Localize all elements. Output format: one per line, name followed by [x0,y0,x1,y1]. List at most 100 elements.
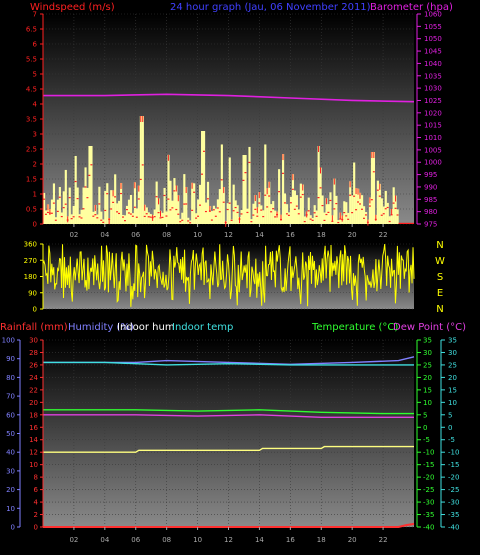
dewpoint-tick-label: 15 [448,386,457,394]
gust-bar [185,186,188,224]
indoor-temp-label: Indoor temp [172,322,233,333]
wind-tick-label: 6 [33,41,38,49]
temperature-tick-label: 15 [423,386,432,394]
humidity-line [43,356,415,366]
gust-bar [157,198,160,224]
rainfall-tick-label: 20 [29,399,38,407]
gust-bar [260,205,263,224]
temperature-tick-label: -10 [423,449,434,457]
rainfall-tick-label: 16 [29,424,38,432]
gust-bar [181,212,184,224]
barometer-tick-label: 985 [424,196,437,204]
wind-tick-label: 1.5 [26,176,37,184]
barometer-tick-label: 1035 [424,72,442,80]
wind-tick-label: 6.5 [26,26,37,34]
gust-bar [283,193,287,224]
wind-tick-label: 3 [33,131,37,139]
dewpoint-tick-label: -5 [448,436,455,444]
gust-bar [230,219,233,224]
gust-bar [201,131,204,224]
gust-bar [372,152,376,224]
rainfall-tick-label: 6 [34,486,39,494]
x-tick-label: 04 [100,231,109,239]
gust-bar [234,200,237,224]
dewpoint-tick-label: 20 [448,374,457,382]
rainfall-tick-label: 14 [29,436,38,444]
gust-bar [173,178,176,224]
gust-bar [357,188,360,224]
temperature-tick-label: -35 [423,511,434,519]
dewpoint-tick-label: -30 [448,499,459,507]
x-tick-label: 08 [162,231,171,239]
dew-point-c-line [43,414,414,418]
gust-bar [258,192,261,224]
gust-bar [191,182,194,224]
indoor-hum-label: Indoor hum [117,322,175,333]
gust-bar [90,146,93,224]
indoor-hum-line [43,445,414,453]
x-tick-label: 18 [317,536,326,544]
dewpoint-tick-label: 30 [448,349,457,357]
temperature-c-line [43,409,414,415]
gust-bar [364,212,368,224]
gust-bar [110,190,113,224]
gust-bar [287,212,291,224]
x-tick-label: 10 [193,231,202,239]
humidity-tick-label: 100 [2,337,15,345]
gust-bar [96,214,99,224]
compass-label: S [437,272,443,283]
gust-bar [204,202,208,224]
humidity-tick-label: 40 [6,449,15,457]
gust-bar [98,186,101,224]
gust-bar [289,196,293,224]
gust-bar [129,194,133,224]
barometer-tick-label: 1060 [424,11,442,19]
x-tick-label: 06 [131,536,140,544]
gust-bar [175,185,178,224]
temperature-tick-label: 20 [423,374,432,382]
gust-bar [58,187,61,224]
x-tick-label: 16 [286,231,295,239]
gust-bar [368,197,372,224]
humidity-tick-label: 0 [11,524,15,532]
gust-bar [333,178,336,224]
barometer-tick-label: 980 [424,208,437,216]
rainfall-tick-label: 4 [34,499,39,507]
gust-bar [206,181,210,224]
gust-bar [349,181,352,224]
gust-bar [139,116,142,224]
rainfall-tick-label: 22 [29,386,38,394]
gust-bar [68,187,71,224]
gust-bar [264,144,267,224]
wind-panel: 0 0.5 1 1.5 2 2.5 3 3.5 4 4.5 5 5.5 6 6.5 7 975 980 985 9… [26,11,442,240]
gust-bar [345,202,348,224]
gust-bar [133,182,137,224]
gust-bar [183,174,186,224]
temperature-tick-label: -30 [423,499,434,507]
gust-bar [116,203,119,224]
x-tick-label: 22 [379,536,388,544]
gust-bar [106,183,109,224]
gust-bar [155,181,158,224]
temperature-tick-label: 25 [423,361,432,369]
gust-bar [43,192,46,224]
gust-bar [392,187,395,224]
gust-bar [390,208,393,224]
x-tick-label: 08 [162,536,171,544]
barometer-tick-label: 1055 [424,23,442,31]
gust-bar [278,169,281,224]
gust-bar [123,215,127,224]
gust-bar [293,190,297,224]
gust-bar [76,187,79,224]
gust-bar [60,212,63,224]
x-tick-label: 04 [100,536,109,544]
dewpoint-tick-label: 35 [448,337,457,345]
gust-bar [147,212,150,224]
barometer-tick-label: 1050 [424,35,442,43]
dewpoint-tick-label: -40 [448,524,459,532]
x-tick-label: 14 [255,536,264,544]
barometer-tick-label: 1045 [424,48,442,56]
barometer-tick-label: 990 [424,183,437,191]
gust-bar [327,204,330,224]
